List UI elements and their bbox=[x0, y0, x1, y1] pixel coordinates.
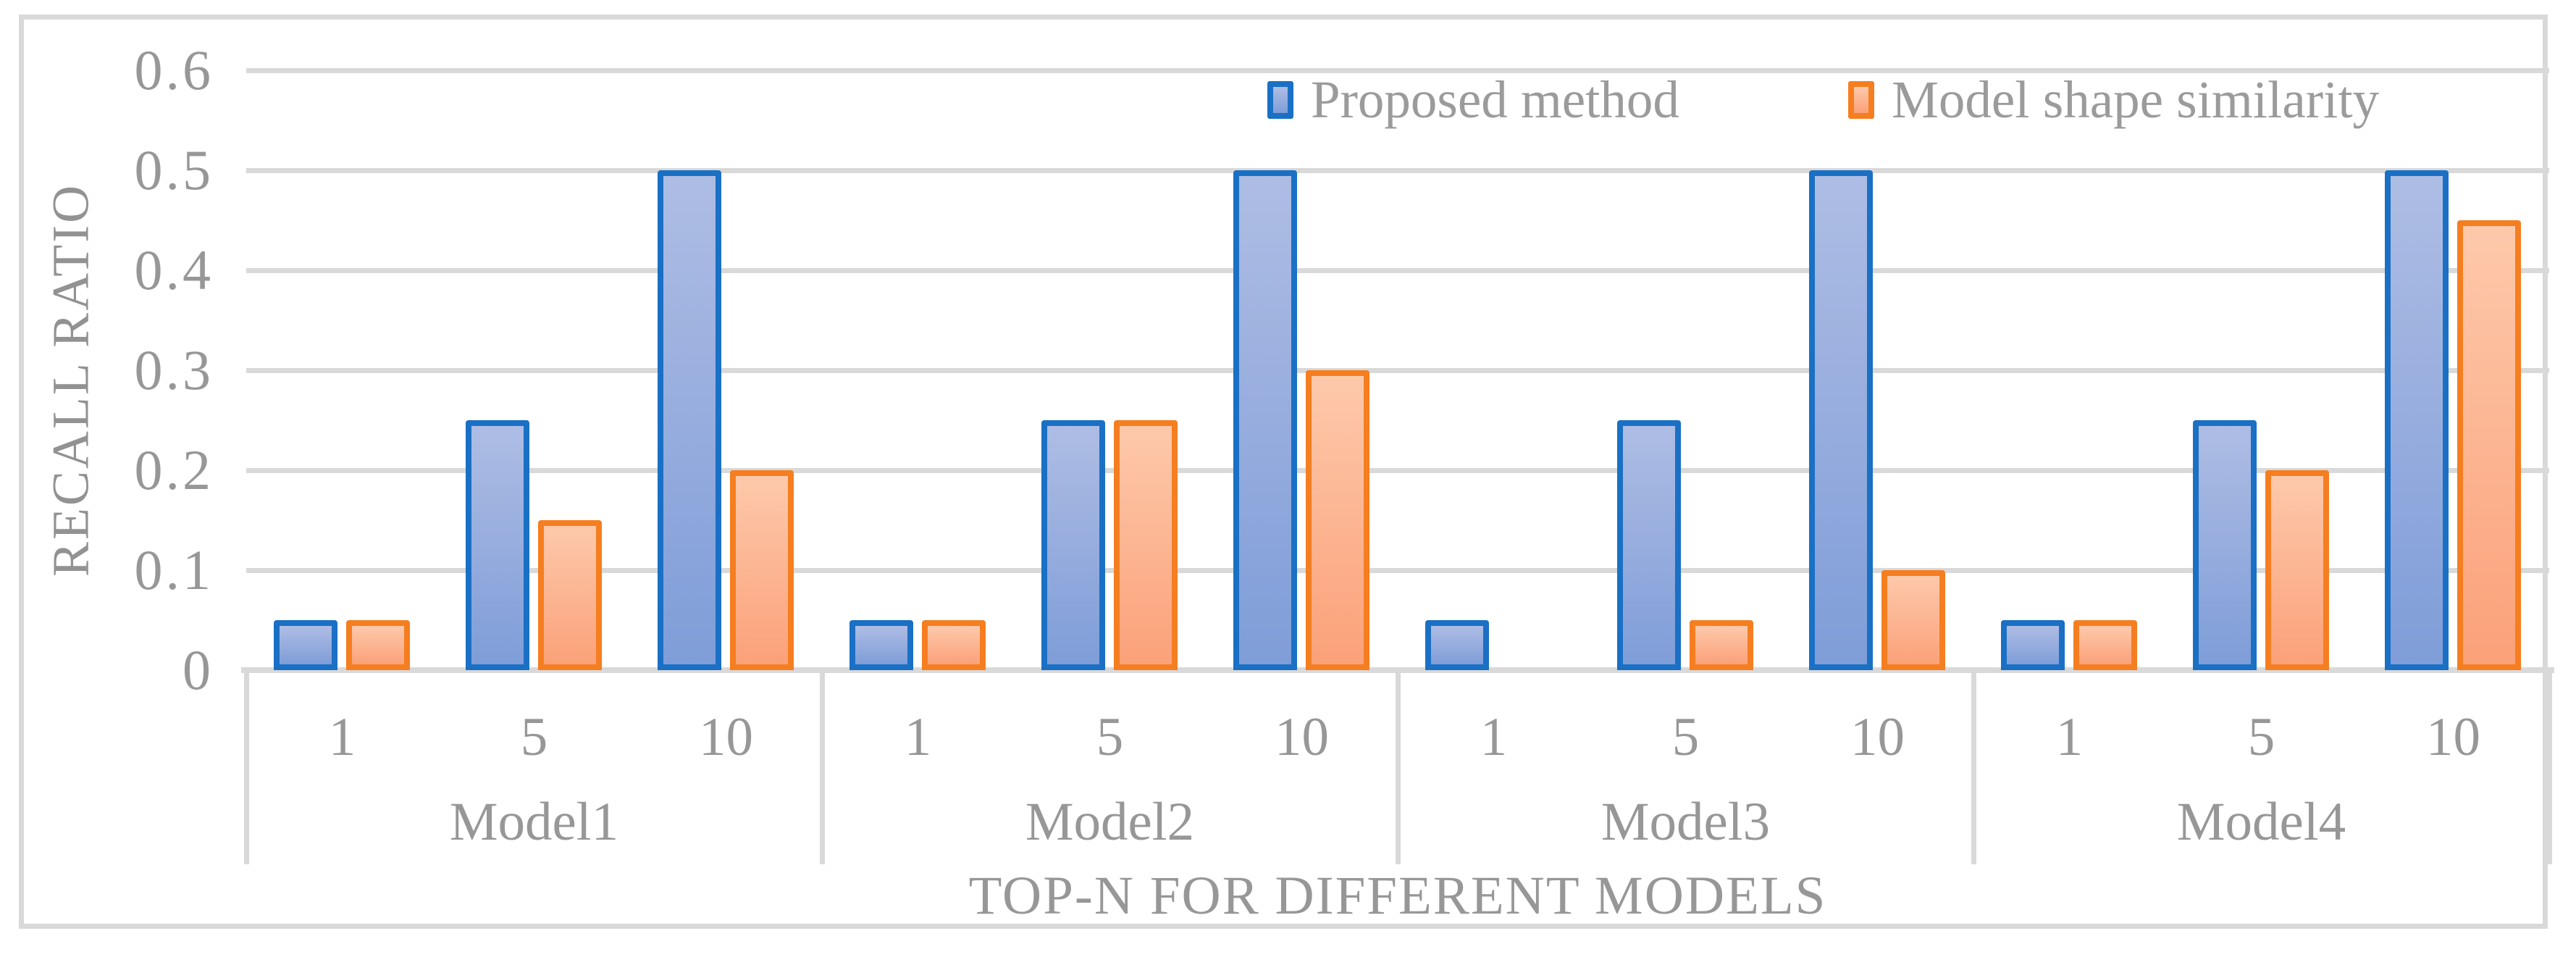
bar-model-shape-similarity-model3-n5 bbox=[1690, 620, 1753, 670]
legend-swatch-model-shape-similarity-icon bbox=[1848, 81, 1874, 119]
bar-proposed-method-model2-n10 bbox=[1233, 170, 1297, 670]
top-n-tick-label: 1 bbox=[2055, 707, 2084, 767]
bar-model-shape-similarity-model2-n1 bbox=[922, 620, 986, 670]
top-n-tick-label: 5 bbox=[2247, 707, 2275, 767]
y-tick-label: 0.6 bbox=[134, 38, 214, 101]
y-tick-label: 0.5 bbox=[134, 138, 214, 201]
bar-proposed-method-model1-n5 bbox=[466, 420, 529, 670]
y-tick-label: 0.3 bbox=[134, 338, 214, 401]
bar-proposed-method-model3-n5 bbox=[1617, 420, 1681, 670]
group-label-model4: Model4 bbox=[2176, 792, 2346, 852]
x-axis-title: TOP-N FOR DIFFERENT MODELS bbox=[968, 866, 1827, 926]
bar-proposed-method-model4-n10 bbox=[2385, 170, 2449, 670]
gridline bbox=[246, 68, 2549, 73]
bar-proposed-method-model3-n1 bbox=[1425, 620, 1489, 670]
legend-label: Model shape similarity bbox=[1892, 70, 2380, 129]
top-n-tick-label: 1 bbox=[328, 707, 356, 767]
category-band-divider bbox=[1396, 670, 1401, 864]
bar-model-shape-similarity-model4-n10 bbox=[2457, 220, 2521, 670]
group-label-model1: Model1 bbox=[449, 792, 619, 852]
bar-model-shape-similarity-model2-n5 bbox=[1114, 420, 1178, 670]
top-n-tick-label: 10 bbox=[1850, 707, 1905, 767]
gridline bbox=[246, 268, 2549, 273]
y-tick-label: 0.1 bbox=[134, 538, 214, 601]
bar-model-shape-similarity-model4-n1 bbox=[2073, 620, 2137, 670]
top-n-tick-label: 5 bbox=[520, 707, 548, 767]
bar-proposed-method-model2-n1 bbox=[849, 620, 913, 670]
bar-proposed-method-model3-n10 bbox=[1809, 170, 1873, 670]
bar-model-shape-similarity-model1-n1 bbox=[346, 620, 410, 670]
category-band-divider bbox=[1971, 670, 1976, 864]
gridline bbox=[246, 368, 2549, 373]
y-tick-label: 0.2 bbox=[134, 438, 214, 501]
top-n-tick-label: 10 bbox=[2426, 707, 2480, 767]
bar-model-shape-similarity-model1-n5 bbox=[538, 520, 602, 670]
top-n-tick-label: 1 bbox=[1480, 707, 1508, 767]
bar-model-shape-similarity-model4-n5 bbox=[2265, 470, 2329, 670]
top-n-tick-label: 10 bbox=[1275, 707, 1329, 767]
category-band-divider bbox=[2547, 670, 2552, 864]
bar-model-shape-similarity-model2-n10 bbox=[1306, 370, 1369, 670]
legend-item-proposed-method: Proposed method bbox=[1267, 71, 1679, 129]
legend-label: Proposed method bbox=[1311, 70, 1679, 129]
bar-proposed-method-model2-n5 bbox=[1041, 420, 1105, 670]
category-band-divider bbox=[244, 670, 249, 864]
y-tick-label: 0 bbox=[182, 638, 214, 701]
group-label-model3: Model3 bbox=[1600, 792, 1771, 852]
bar-model-shape-similarity-model3-n10 bbox=[1881, 570, 1945, 670]
group-label-model2: Model2 bbox=[1025, 792, 1195, 852]
bar-proposed-method-model1-n1 bbox=[274, 620, 337, 670]
gridline bbox=[246, 468, 2549, 473]
top-n-tick-label: 10 bbox=[699, 707, 753, 767]
bar-model-shape-similarity-model1-n10 bbox=[730, 470, 794, 670]
legend-item-model-shape-similarity: Model shape similarity bbox=[1848, 71, 2379, 129]
gridline bbox=[246, 568, 2549, 573]
top-n-tick-label: 5 bbox=[1671, 707, 1700, 767]
bar-proposed-method-model4-n5 bbox=[2193, 420, 2257, 670]
legend: Proposed method Model shape similarity bbox=[0, 71, 2576, 129]
y-axis-title: RECALL RATIO bbox=[41, 183, 100, 577]
bar-proposed-method-model1-n10 bbox=[658, 170, 721, 670]
top-n-tick-label: 5 bbox=[1096, 707, 1124, 767]
category-band-divider bbox=[820, 670, 825, 864]
bar-proposed-method-model4-n1 bbox=[2001, 620, 2065, 670]
y-tick-label: 0.4 bbox=[134, 238, 214, 301]
gridline bbox=[246, 168, 2549, 173]
legend-swatch-proposed-method-icon bbox=[1267, 81, 1293, 119]
top-n-tick-label: 1 bbox=[904, 707, 932, 767]
